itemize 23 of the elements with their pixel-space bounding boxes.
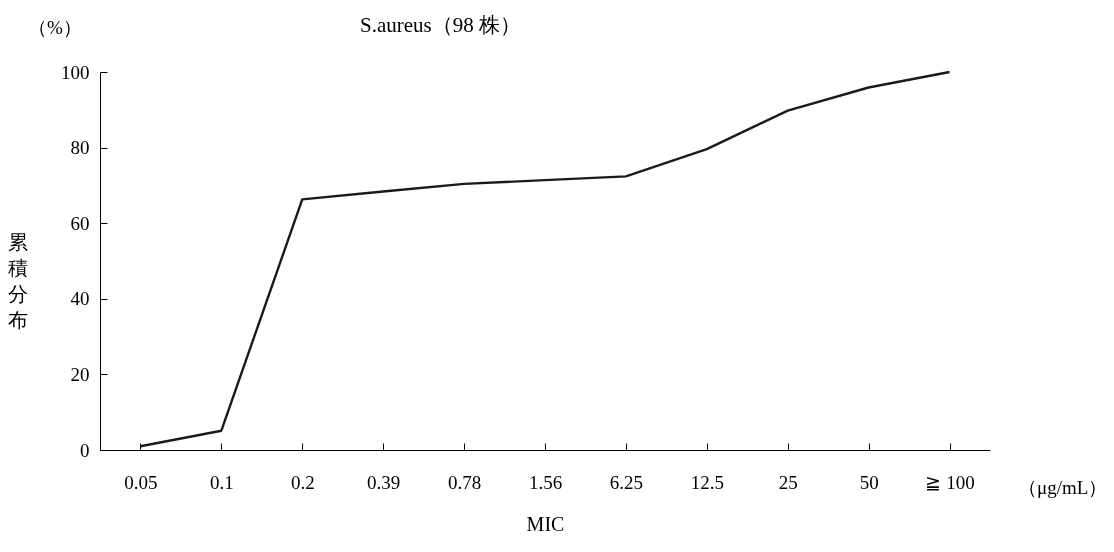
y-tick-label: 0 [80,439,90,461]
x-tick-label: 0.1 [209,471,234,493]
x-tick-label: 0.2 [290,471,315,493]
chart-title: S.aureus（98 株） [360,13,521,37]
y-axis-title: 累積分布 [7,230,28,331]
x-tick-label: 12.5 [690,471,724,493]
x-axis-title: MIC [526,512,565,535]
y-tick-label: 60 [70,212,90,234]
text: （μg/mL） [1018,477,1108,498]
x-tick-label: 0.78 [447,471,482,493]
line-series [139,70,951,448]
x-tick-label: ≧ 100 [925,471,975,493]
text: （%） [28,17,82,38]
y-tick-label: 20 [70,363,90,385]
x-tick-label: 25 [778,471,798,493]
x-tick-label: 6.25 [609,471,644,493]
y-tick-label: 40 [70,288,90,310]
y-tick-label: 100 [61,61,90,83]
x-tick-label: 0.05 [124,471,158,493]
x-tick-label: 1.56 [528,471,563,493]
y-tick-label: 80 [70,137,90,159]
x-tick-label: 50 [859,471,879,493]
x-tick-label: 0.39 [367,471,401,493]
